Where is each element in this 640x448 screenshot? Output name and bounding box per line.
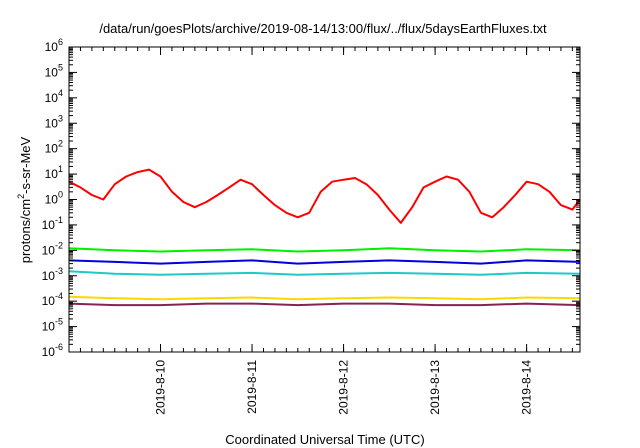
y-axis-label-post: -s-sr-MeV: [18, 136, 33, 193]
plot-frame: [68, 46, 581, 353]
x-ticks: 2019-8-10 2019-8-11 2019-8-12 2019-8-13 2019…: [68, 47, 573, 415]
y-tick-base: 10: [42, 269, 56, 283]
series-line-3: [68, 259, 581, 265]
series-line-1: [68, 168, 581, 224]
x-axis-label: Coordinated Universal Time (UTC): [225, 432, 424, 447]
y-tick-base: 10: [45, 40, 59, 54]
y-tick-exponent: -5: [55, 317, 63, 327]
series-line-2: [68, 247, 581, 253]
x-tick-label: 2019-8-13: [428, 360, 442, 415]
y-tick-exponent: -3: [55, 266, 63, 276]
y-tick-base: 10: [45, 65, 59, 79]
y-tick-label: 106: [45, 37, 63, 54]
y-tick-base: 10: [45, 116, 59, 130]
y-tick-exponent: -1: [55, 215, 63, 225]
y-tick-exponent: 1: [58, 164, 63, 174]
y-tick-base: 10: [45, 167, 59, 181]
y-tick-exponent: 3: [58, 113, 63, 123]
y-tick-label: 100: [45, 190, 63, 207]
y-tick-exponent: 2: [58, 139, 63, 149]
y-tick-label: 102: [45, 139, 63, 156]
y-axis-label-sup: 2: [16, 194, 26, 199]
y-tick-label: 105: [45, 62, 63, 79]
y-tick-label: 10-4: [42, 291, 63, 308]
y-tick-label: 10-2: [42, 240, 63, 257]
series-line-6: [68, 302, 581, 307]
y-tick-label: 10-1: [42, 215, 63, 232]
x-tick-label: 2019-8-10: [154, 360, 168, 415]
chart-title: /data/run/goesPlots/archive/2019-08-14/1…: [99, 21, 547, 36]
y-tick-label: 10-5: [42, 317, 63, 334]
plot-area: [69, 47, 580, 352]
y-tick-base: 10: [45, 142, 59, 156]
y-tick-exponent: -2: [55, 240, 63, 250]
y-tick-exponent: -6: [55, 342, 63, 352]
series-group: [68, 168, 581, 307]
y-tick-base: 10: [42, 243, 56, 257]
y-tick-base: 10: [45, 91, 59, 105]
y-axis-label-pre: protons/cm: [18, 199, 33, 263]
y-tick-exponent: 4: [58, 88, 63, 98]
y-tick-label: 104: [45, 88, 63, 105]
series-line-5: [68, 295, 581, 301]
y-axis-label: protons/cm2-s-sr-MeV: [16, 136, 33, 263]
y-tick-base: 10: [45, 193, 59, 207]
y-tick-exponent: -4: [55, 291, 63, 301]
series-line-4: [68, 270, 581, 276]
y-tick-label: 10-3: [42, 266, 63, 283]
y-tick-exponent: 6: [58, 37, 63, 47]
y-tick-exponent: 0: [58, 190, 63, 200]
x-tick-label: 2019-8-14: [520, 360, 534, 415]
y-ticks: 10-610-510-410-310-210-11001011021031041…: [42, 37, 580, 359]
y-tick-label: 101: [45, 164, 63, 181]
y-tick-base: 10: [42, 345, 56, 359]
x-tick-label: 2019-8-11: [245, 360, 259, 414]
y-tick-base: 10: [42, 294, 56, 308]
y-tick-base: 10: [42, 320, 56, 334]
y-tick-label: 103: [45, 113, 63, 130]
x-tick-label: 2019-8-12: [337, 360, 351, 415]
y-tick-label: 10-6: [42, 342, 63, 359]
y-tick-base: 10: [42, 218, 56, 232]
y-tick-exponent: 5: [58, 62, 63, 72]
